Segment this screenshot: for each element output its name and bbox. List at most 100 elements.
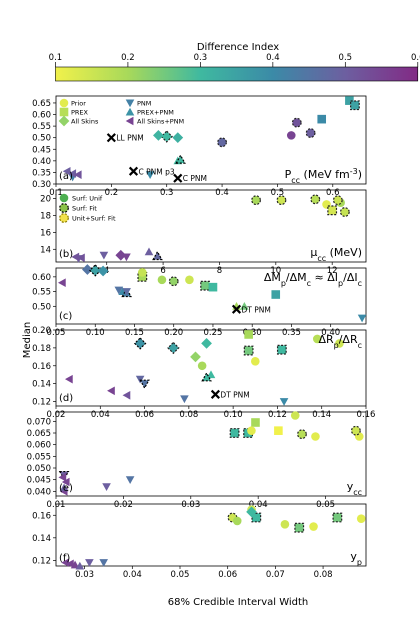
y-tick-label: 0.60 (32, 273, 51, 283)
data-point (251, 195, 261, 206)
x-tick-label: 0.40 (321, 328, 340, 338)
data-point (135, 375, 145, 384)
data-point (99, 559, 108, 567)
data-point (107, 386, 115, 396)
y-tick-label: 0.40 (32, 157, 51, 167)
x-tick-label: 0.05 (316, 500, 335, 510)
y-tick-label: 0.55 (32, 288, 51, 298)
data-point (153, 129, 164, 141)
data-point (99, 251, 109, 260)
legend-label: Unit+Surf: Fit (72, 215, 116, 223)
data-point (244, 330, 253, 339)
data-point (271, 290, 281, 299)
data-point (172, 132, 184, 144)
panel-label: (a) (59, 171, 73, 182)
y-tick-label: 0.045 (27, 476, 51, 486)
data-point (309, 522, 318, 531)
x-tick-label: 0.10 (86, 328, 105, 338)
x-marker (210, 389, 221, 399)
x-tick-label: 0.03 (181, 500, 200, 510)
colorbar-tick-label: 0.5 (339, 53, 353, 63)
y-tick-label: 0.055 (27, 452, 51, 462)
legend-label: Surf: Unif (72, 195, 103, 203)
x-tick-label: 0.20 (164, 328, 183, 338)
x-marker (231, 304, 242, 314)
y-tick-label: 0.16 (32, 362, 51, 372)
x-tick-label: 0.03 (75, 570, 94, 580)
legend-label: PREX (71, 109, 89, 117)
data-point (125, 107, 135, 116)
colorbar-title: Difference Index (197, 42, 279, 53)
y-tick-label: 0.50 (32, 134, 51, 144)
marker-label: C PNM p3 (139, 167, 175, 176)
data-point (71, 252, 80, 262)
marker-label: DT PNM (242, 305, 271, 314)
data-point (232, 516, 242, 526)
legend-label: PREX+PNM (137, 109, 174, 117)
data-point (180, 395, 189, 404)
data-point (82, 264, 93, 275)
y-tick-label: 0.65 (32, 99, 51, 109)
data-point (345, 96, 354, 105)
data-point (68, 169, 77, 178)
panel-0: 0.1 0.2 0.3 0.4 0.5 0.60.300.350.400.450.500.… (32, 95, 367, 198)
data-point (133, 337, 147, 350)
data-point (73, 170, 82, 180)
data-point (332, 195, 343, 206)
panel-param-label: μcc (MeV) (310, 246, 362, 263)
colorbar-tick-label: 0.4 (266, 53, 280, 63)
data-point (61, 558, 69, 567)
data-point (89, 264, 102, 277)
data-point (190, 351, 201, 363)
data-point (305, 128, 316, 138)
data-point (201, 371, 212, 382)
y-tick-label: 0.14 (32, 380, 51, 390)
colorbar-tick-label: 0.1 (49, 53, 63, 63)
data-point (250, 356, 260, 366)
panel-frame (55, 411, 367, 497)
data-point (61, 477, 70, 487)
data-point (59, 107, 69, 117)
data-point (247, 426, 256, 435)
marker-label: LL PNM (116, 134, 143, 143)
data-point (58, 115, 70, 127)
x-tick-label: 0.04 (249, 500, 268, 510)
data-point (125, 116, 134, 126)
data-point (70, 560, 80, 569)
data-point (125, 476, 135, 484)
colorbar-tick-label: 0.6 (411, 53, 420, 63)
panel-frame (55, 267, 367, 325)
data-point (297, 429, 307, 440)
data-point (77, 253, 85, 263)
y-tick-label: 0.55 (32, 122, 51, 132)
data-point (97, 265, 109, 277)
x-tick-label: 0.04 (91, 410, 110, 420)
panel-label: (e) (59, 483, 73, 494)
y-tick-label: 0.20 (32, 326, 51, 336)
data-point (139, 379, 150, 390)
data-point (201, 338, 212, 349)
x-marker (128, 166, 139, 176)
x-tick-label: 0.10 (224, 410, 243, 420)
data-point (167, 341, 180, 355)
panel-1: 468101214161820(b)μcc (MeV)Surf: UnifSur… (40, 189, 367, 276)
y-tick-label: 0.60 (32, 111, 51, 121)
marker-label: DT PNM (220, 390, 249, 399)
data-point (240, 302, 249, 310)
data-point (145, 171, 155, 180)
panel-label: (d) (59, 393, 73, 404)
panel-5: 0.03 0.04 0.05 0.06 0.07 0.08 0.12 0.14 0.16 (f) y… (32, 503, 367, 580)
panel-frame (55, 189, 367, 263)
data-point (310, 194, 321, 205)
data-point (276, 344, 287, 355)
x-tick-label: 0.6 (326, 188, 340, 198)
x-tick-label: 0.25 (203, 328, 222, 338)
data-point (311, 432, 320, 441)
data-point (122, 390, 131, 400)
data-point (294, 522, 305, 533)
data-point (57, 278, 66, 288)
data-point (115, 249, 127, 261)
data-point (62, 166, 71, 176)
panel-param-label: Pcc (MeV fm-3) (285, 167, 362, 185)
